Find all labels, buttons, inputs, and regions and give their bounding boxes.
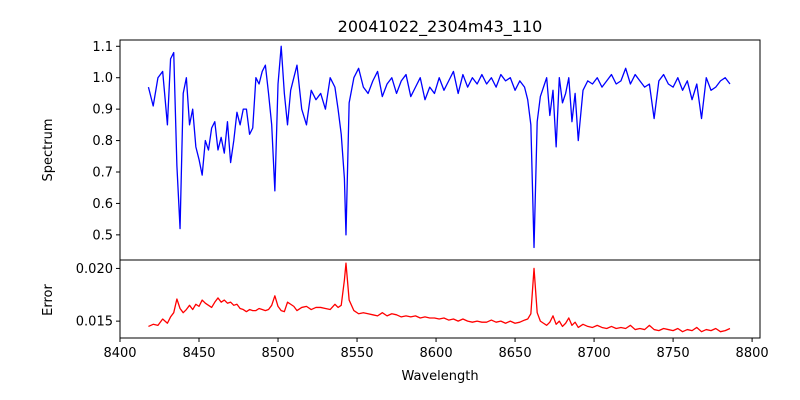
wavelength-xtick-label: 8400 <box>103 346 136 361</box>
wavelength-xtick-label: 8600 <box>420 346 453 361</box>
spectrum-axes-frame <box>119 39 761 261</box>
error-panel: Error 0.015 0.020 8400 8450 8500 8550 8600 865… <box>41 259 769 384</box>
spectrum-series-line <box>147 45 731 249</box>
wavelength-xtick-label: 8550 <box>340 346 373 361</box>
spectrum-panel: Spectrum 0.5 0.6 0.7 0.8 0.9 1.0 1.1 <box>41 39 761 261</box>
spectrum-ytick-label: 0.6 <box>92 197 113 212</box>
wavelength-xtick-label: 8650 <box>499 346 532 361</box>
wavelength-xtick-label: 8800 <box>736 346 769 361</box>
error-yticks: 0.015 0.020 <box>76 262 120 330</box>
spectrum-yticks: 0.5 0.6 0.7 0.8 0.9 1.0 1.1 <box>92 40 120 243</box>
wavelength-xtick-label: 8700 <box>578 346 611 361</box>
spectrum-ytick-label: 0.9 <box>92 103 113 118</box>
spectrum-ytick-label: 1.0 <box>92 71 113 86</box>
spectrum-ytick-label: 0.7 <box>92 166 113 181</box>
chart-title: 20041022_2304m43_110 <box>338 17 543 37</box>
spectrum-ytick-label: 0.5 <box>92 228 113 243</box>
error-ytick-label: 0.020 <box>76 262 113 277</box>
error-series-line <box>148 262 731 333</box>
wavelength-xtick-label: 8450 <box>182 346 215 361</box>
spectrum-ytick-label: 0.8 <box>92 134 113 149</box>
error-axes-frame <box>119 259 761 339</box>
error-ylabel: Error <box>41 284 56 316</box>
wavelength-xlabel: Wavelength <box>401 369 478 384</box>
wavelength-xticks: 8400 8450 8500 8550 8600 8650 8700 8750 8800 <box>103 338 769 361</box>
spectrum-ylabel: Spectrum <box>41 119 56 182</box>
spectrum-ytick-label: 1.1 <box>92 40 113 55</box>
wavelength-xtick-label: 8750 <box>657 346 690 361</box>
error-ytick-label: 0.015 <box>76 315 113 330</box>
wavelength-xtick-label: 8500 <box>261 346 294 361</box>
